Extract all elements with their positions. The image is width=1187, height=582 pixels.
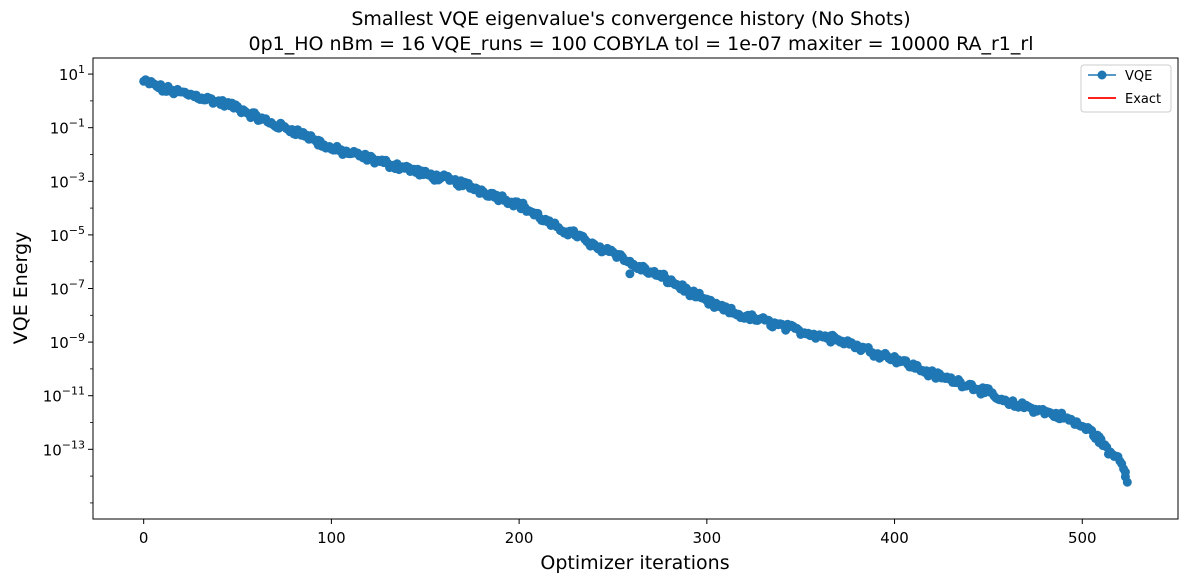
legend-vqe-label: VQE [1125, 69, 1152, 84]
chart-title-line1: Smallest VQE eigenvalue's convergence hi… [351, 8, 910, 30]
y-tick-label: 101 [59, 63, 85, 84]
x-axis: 0 100 200 300 400 500 [139, 519, 1097, 547]
y-tick-label: 10−1 [50, 117, 85, 138]
legend: VQE Exact [1080, 64, 1172, 113]
vqe-point [1122, 477, 1132, 487]
plot-area-frame [92, 57, 1179, 520]
vqe-point [625, 269, 635, 279]
x-tick-label: 400 [880, 529, 909, 547]
vqe-point [1094, 432, 1104, 442]
y-tick-label: 10−7 [50, 278, 85, 299]
vqe-point [1120, 467, 1130, 477]
x-tick-label: 0 [139, 529, 149, 547]
vqe-point [313, 140, 323, 150]
vqe-point [702, 296, 712, 306]
x-tick-label: 500 [1068, 529, 1097, 547]
y-tick-label: 10−13 [43, 438, 85, 459]
y-tick-label: 10−3 [50, 170, 85, 191]
y-tick-label: 10−9 [50, 331, 85, 352]
y-tick-label: 10−11 [43, 385, 85, 406]
legend-vqe-marker [1097, 70, 1107, 80]
chart-title-line2: 0p1_HO nBm = 16 VQE_runs = 100 COBYLA to… [249, 33, 1034, 55]
x-tick-label: 100 [317, 529, 346, 547]
x-tick-label: 200 [505, 529, 534, 547]
x-tick-label: 300 [693, 529, 722, 547]
y-axis: 101 10−1 10−3 10−5 10−7 10−9 10−11 10−13 [43, 63, 93, 504]
scatter-layer [139, 75, 1132, 487]
y-axis-label: VQE Energy [10, 232, 32, 345]
y-tick-label: 10−5 [50, 224, 85, 245]
vqe-point [826, 337, 836, 347]
x-axis-label: Optimizer iterations [540, 552, 729, 574]
legend-exact-label: Exact [1125, 92, 1161, 107]
vqe-series-line [143, 78, 1129, 483]
